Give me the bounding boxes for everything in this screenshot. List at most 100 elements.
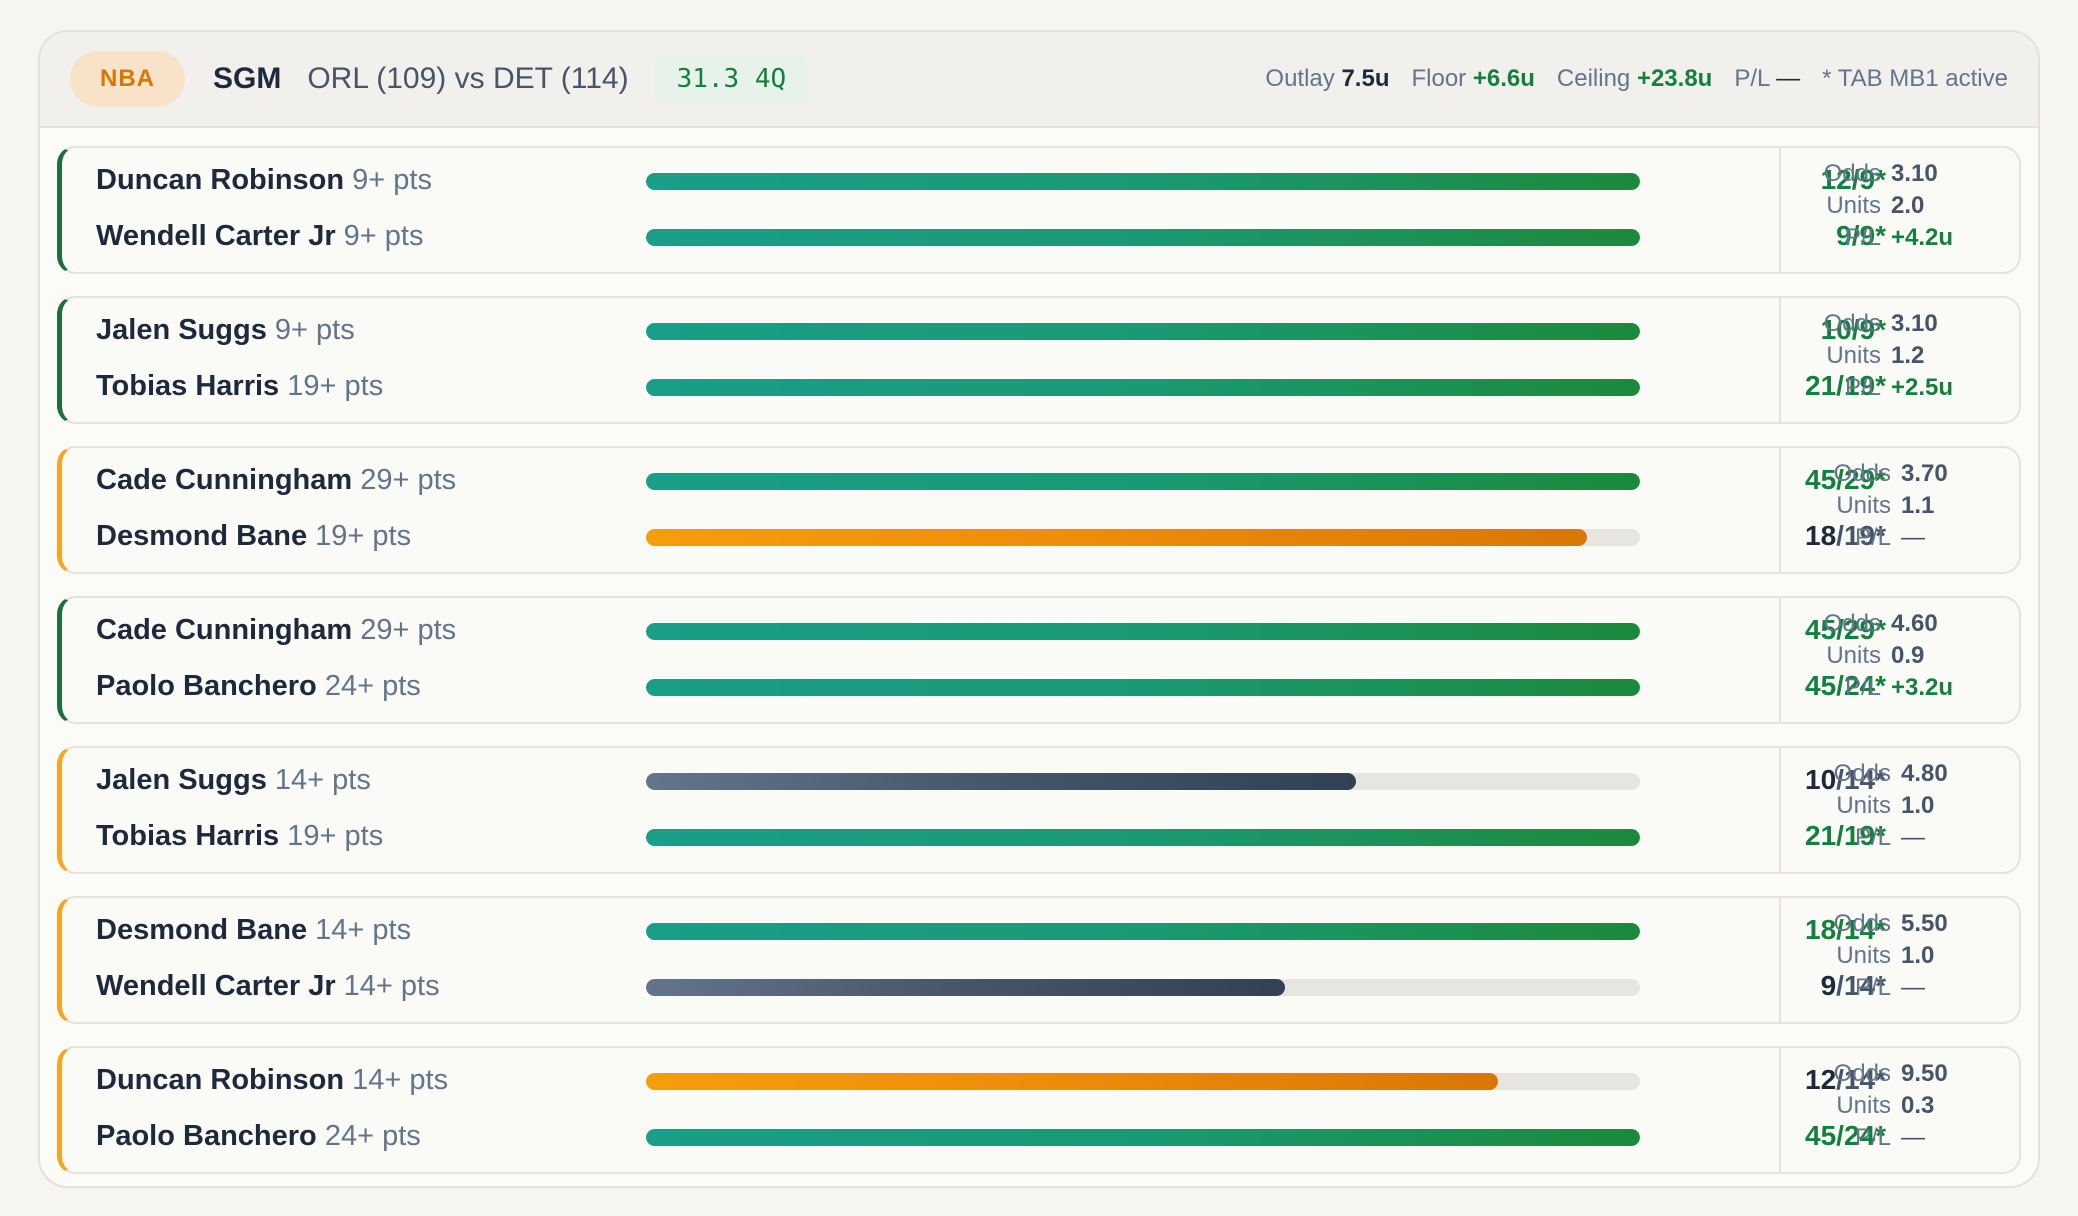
points-threshold: 9+ pts: [274, 314, 355, 346]
target-points: /9*: [1851, 164, 1886, 195]
sgm-card: NBA SGM ORL (109) vs DET (114) 31.3 4Q O…: [38, 30, 2040, 1188]
selection-row: Desmond Bane 19+ pts 18/19*: [96, 516, 1886, 556]
target-points: /14*: [1836, 914, 1886, 945]
selection-row: Wendell Carter Jr 14+ pts 9/14*: [96, 966, 1886, 1006]
points-threshold: 9+ pts: [352, 164, 432, 196]
points-count: 9/14*: [1686, 966, 1886, 1006]
pl-row: P/L —: [1781, 822, 2019, 854]
leg-row[interactable]: Cade Cunningham 29+ pts 45/29* Desmond Ban…: [57, 446, 2021, 574]
odds-value: 9.50: [1901, 1060, 1948, 1087]
selection-label: Desmond Bane 19+ pts: [96, 516, 411, 556]
progress-fill: [646, 529, 1588, 546]
pl-value: —: [1901, 824, 1925, 851]
pl-value: +3.2u: [1891, 674, 1954, 701]
progress-fill: [646, 473, 1640, 490]
progress-track: [646, 529, 1640, 546]
odds-label: Odds: [1833, 460, 1891, 487]
pl-value: —: [1901, 524, 1925, 551]
target-points: /19*: [1836, 370, 1886, 401]
odds-row: Odds 3.10: [1781, 158, 2019, 190]
progress-track: [646, 623, 1640, 640]
selection-row: Wendell Carter Jr 9+ pts 9/9*: [96, 216, 1886, 256]
progress-track: [646, 1073, 1640, 1090]
points-threshold: 9+ pts: [343, 220, 424, 252]
selection-row: Desmond Bane 14+ pts 18/14*: [96, 910, 1886, 950]
leg-row[interactable]: Desmond Bane 14+ pts 18/14* Wendell Carter…: [57, 896, 2021, 1024]
leg-meta: Odds 4.60 Units 0.9 P/L +3.2u: [1779, 598, 2019, 722]
bet-header: NBA SGM ORL (109) vs DET (114) 31.3 4Q O…: [40, 32, 2038, 128]
odds-row: Odds 5.50: [1781, 908, 2019, 940]
player-name: Wendell Carter Jr: [96, 220, 336, 252]
selection-label: Cade Cunningham 29+ pts: [96, 460, 456, 500]
units-value: 0.9: [1891, 642, 1925, 669]
tab-note: * TAB MB1 active: [1822, 65, 2008, 92]
selection-row: Paolo Banchero 24+ pts 45/24*: [96, 1116, 1886, 1156]
odds-value: 5.50: [1901, 910, 1948, 937]
pl-value: +2.5u: [1891, 374, 1954, 401]
ceiling-label: Ceiling: [1556, 65, 1631, 92]
progress-fill: [646, 229, 1640, 246]
units-value: 1.2: [1891, 342, 1925, 369]
player-name: Desmond Bane: [96, 914, 308, 946]
target-points: /9*: [1851, 314, 1886, 345]
leg-meta: Odds 3.10 Units 2.0 P/L +4.2u: [1779, 148, 2019, 272]
progress-track: [646, 829, 1640, 846]
units-label: Units: [1826, 192, 1881, 219]
leg-row[interactable]: Cade Cunningham 29+ pts 45/29* Paolo Banch…: [57, 596, 2021, 724]
current-points: 10: [1805, 764, 1837, 795]
points-count: 9/9*: [1686, 216, 1886, 256]
current-points: 10: [1820, 314, 1852, 345]
units-value: 2.0: [1891, 192, 1925, 219]
pl-row: P/L +3.2u: [1781, 672, 2019, 704]
pl-row: P/L —: [1781, 972, 2019, 1004]
selection-label: Duncan Robinson 14+ pts: [96, 1060, 448, 1100]
target-points: /14*: [1836, 970, 1886, 1001]
units-row: Units 0.3: [1781, 1090, 2019, 1122]
selection-label: Paolo Banchero 24+ pts: [96, 666, 421, 706]
selection-label: Cade Cunningham 29+ pts: [96, 610, 456, 650]
progress-fill: [646, 1073, 1498, 1090]
progress-fill: [646, 173, 1640, 190]
current-points: 12: [1820, 164, 1852, 195]
player-name: Wendell Carter Jr: [96, 970, 336, 1002]
odds-row: Odds 4.60: [1781, 608, 2019, 640]
current-points: 9: [1836, 220, 1852, 251]
match-title: ORL (109) vs DET (114): [307, 62, 629, 95]
leg-row[interactable]: Duncan Robinson 14+ pts 12/14* Paolo Banch…: [57, 1046, 2021, 1174]
leg-row[interactable]: Duncan Robinson 9+ pts 12/9* Wendell Carte…: [57, 146, 2021, 274]
player-name: Duncan Robinson: [96, 1064, 345, 1096]
leg-row[interactable]: Jalen Suggs 14+ pts 10/14* Tobias Harris 1…: [57, 746, 2021, 874]
points-count: 12/9*: [1686, 160, 1886, 200]
points-count: 21/19*: [1686, 366, 1886, 406]
points-threshold: 29+ pts: [360, 464, 457, 496]
points-count: 45/29*: [1686, 610, 1886, 650]
progress-fill: [646, 379, 1640, 396]
progress-fill: [646, 773, 1356, 790]
target-points: /9*: [1851, 220, 1886, 251]
pl-label: P/L: [1844, 374, 1881, 401]
units-row: Units 1.0: [1781, 790, 2019, 822]
progress-track: [646, 173, 1640, 190]
leg-row[interactable]: Jalen Suggs 9+ pts 10/9* Tobias Harris 19+…: [57, 296, 2021, 424]
points-threshold: 14+ pts: [274, 764, 371, 796]
points-threshold: 14+ pts: [343, 970, 440, 1002]
target-points: /24*: [1836, 1120, 1886, 1151]
units-row: Units 0.9: [1781, 640, 2019, 672]
pl-value: —: [1776, 65, 1801, 92]
floor-label: Floor: [1411, 65, 1467, 92]
units-row: Units 1.2: [1781, 340, 2019, 372]
progress-track: [646, 1129, 1640, 1146]
pl-value: +4.2u: [1891, 224, 1954, 251]
current-points: 18: [1805, 520, 1837, 551]
units-row: Units 1.0: [1781, 940, 2019, 972]
league-badge[interactable]: NBA: [70, 51, 185, 107]
points-threshold: 14+ pts: [352, 1064, 449, 1096]
current-points: 45: [1805, 670, 1837, 701]
current-points: 45: [1805, 464, 1837, 495]
units-label: Units: [1836, 792, 1891, 819]
player-name: Tobias Harris: [96, 820, 280, 852]
points-threshold: 29+ pts: [360, 614, 457, 646]
player-name: Jalen Suggs: [96, 314, 267, 346]
odds-row: Odds 9.50: [1781, 1058, 2019, 1090]
progress-track: [646, 229, 1640, 246]
